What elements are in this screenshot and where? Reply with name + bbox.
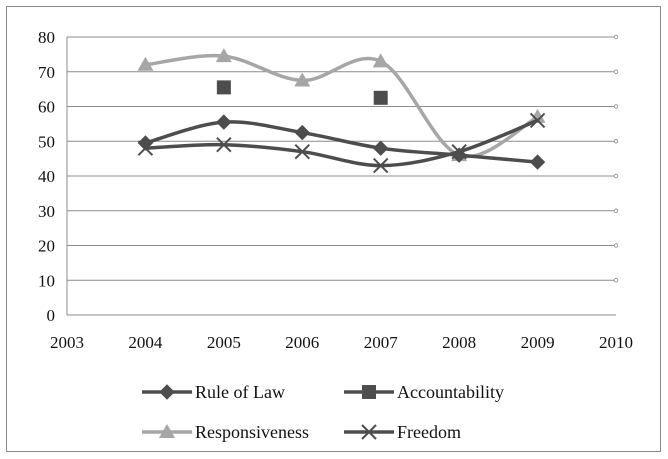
legend-item-accountability: Accountability — [344, 382, 504, 402]
y-tick-label: 0 — [47, 306, 56, 325]
x-tick-label: 2008 — [442, 333, 476, 352]
legend-item-responsiveness: Responsiveness — [142, 422, 309, 442]
x-tick-label: 2010 — [599, 333, 633, 352]
legend-label-rule-of-law: Rule of Law — [195, 382, 285, 402]
gridline-end-marker — [613, 173, 619, 179]
gridline-end-marker — [613, 243, 619, 248]
y-tick-label: 40 — [38, 167, 55, 186]
data-point-freedom — [294, 143, 310, 160]
axes — [66, 37, 616, 316]
data-point-freedom — [529, 112, 546, 129]
series-line-rule-of-law — [143, 120, 540, 164]
data-point-accountability — [216, 80, 231, 95]
data-point-rule-of-law — [216, 114, 232, 130]
legend-label-freedom: Freedom — [397, 422, 461, 442]
series-freedom — [137, 112, 546, 174]
legend-item-freedom: Freedom — [344, 422, 461, 442]
gridline-end-marker — [613, 208, 619, 213]
y-tick-label: 50 — [38, 132, 55, 151]
data-point-responsiveness — [372, 53, 389, 68]
data-point-freedom — [216, 137, 232, 153]
gridline-end-marker — [613, 139, 619, 144]
data-point-responsiveness — [529, 108, 546, 123]
series-layer — [137, 48, 546, 174]
legend: Rule of Law Accountability Responsiveness F… — [142, 382, 504, 442]
data-point-freedom — [137, 140, 154, 156]
x-tick-label: 2005 — [207, 333, 241, 352]
gridline-end-marker — [613, 278, 619, 283]
data-point-responsiveness — [294, 72, 311, 87]
y-tick-label: 70 — [38, 63, 55, 82]
y-tick-label: 80 — [38, 28, 55, 47]
legend-item-rule-of-law: Rule of Law — [142, 382, 285, 402]
data-point-rule-of-law — [294, 124, 310, 141]
x-tick-label: 2006 — [285, 333, 319, 352]
legend-marker-rule-of-law — [159, 384, 175, 400]
data-point-accountability — [373, 90, 388, 105]
x-tick-label: 2003 — [50, 333, 84, 352]
y-tick-labels: 0 10 20 30 40 50 60 70 80 — [38, 28, 55, 325]
series-line-freedom — [143, 118, 540, 168]
data-point-rule-of-law — [529, 154, 546, 170]
data-point-freedom — [451, 143, 467, 160]
data-point-freedom — [373, 157, 389, 174]
legend-label-accountability: Accountability — [397, 382, 504, 402]
chart-frame: 0 10 20 30 40 50 60 70 80 2003 2004 2005 2006 2007 20… — [6, 6, 661, 452]
series-rule-of-law — [137, 114, 546, 170]
gridline-end-marker — [613, 34, 619, 40]
y-tick-label: 10 — [38, 271, 55, 290]
data-point-responsiveness — [215, 48, 232, 63]
legend-marker-accountability — [362, 385, 376, 399]
legend-marker-responsiveness — [159, 424, 175, 438]
y-tick-label: 30 — [38, 202, 55, 221]
data-point-responsiveness — [137, 56, 154, 71]
y-tick-label: 60 — [38, 98, 55, 117]
data-point-rule-of-law — [373, 140, 389, 156]
y-tick-label: 20 — [38, 237, 55, 256]
gridline-end-marker — [613, 104, 619, 109]
series-accountability — [216, 80, 388, 105]
legend-label-responsiveness: Responsiveness — [195, 422, 309, 442]
x-tick-labels: 2003 2004 2005 2006 2007 2008 2009 2010 — [50, 333, 633, 352]
gridline-end-marker — [613, 69, 619, 74]
x-tick-label: 2007 — [364, 333, 399, 352]
x-tick-label: 2009 — [521, 333, 555, 352]
legend-marker-freedom — [361, 424, 377, 440]
x-tick-label: 2004 — [128, 333, 163, 352]
